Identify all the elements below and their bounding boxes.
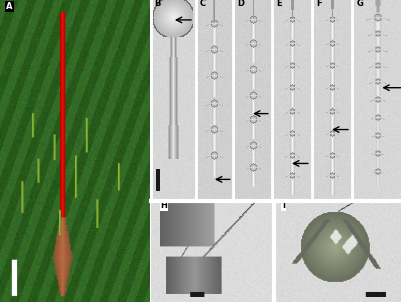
Text: D: D — [237, 0, 245, 8]
Text: A: A — [6, 2, 12, 11]
Text: F: F — [316, 0, 322, 8]
Text: E: E — [276, 0, 282, 8]
Text: C: C — [199, 0, 206, 8]
Text: G: G — [357, 0, 364, 8]
Text: B: B — [154, 0, 161, 8]
Text: H: H — [160, 201, 168, 210]
Text: I: I — [282, 201, 285, 210]
